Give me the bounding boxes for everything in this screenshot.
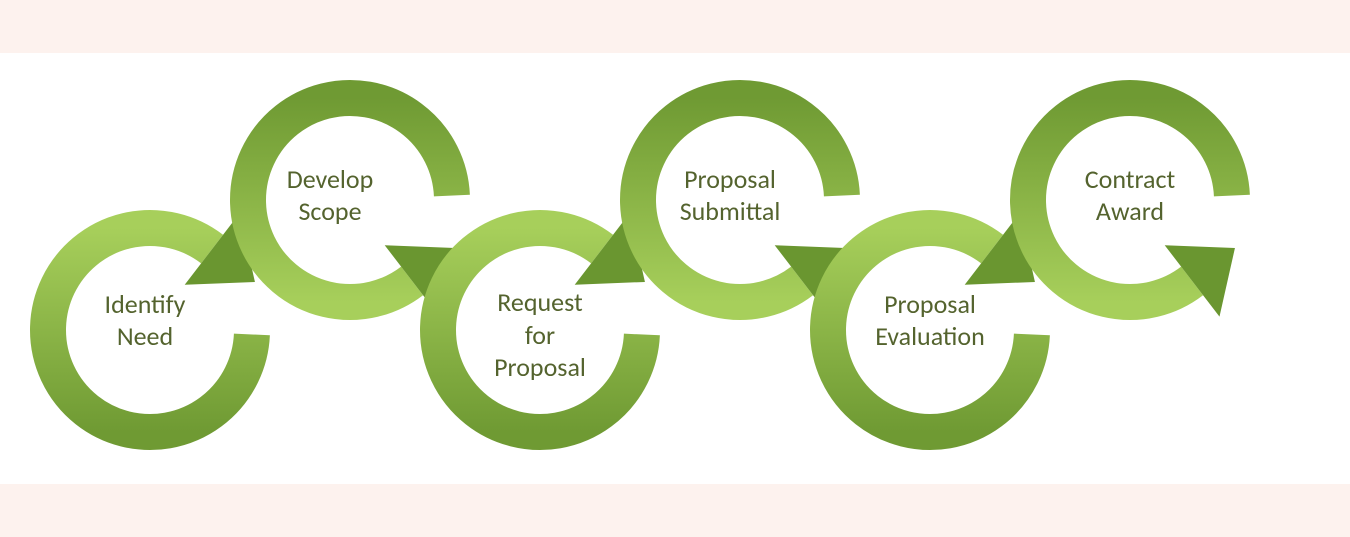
- label-proposal-evaluation: Proposal Evaluation: [820, 288, 1040, 353]
- label-identify-need: Identify Need: [65, 288, 225, 353]
- label-contract-award: Contract Award: [1030, 163, 1230, 228]
- label-request-for-proposal: Request for Proposal: [450, 286, 630, 384]
- process-flow-diagram: Identify NeedDevelop Scope Request for Pr…: [0, 0, 1350, 537]
- bottom-band: [0, 484, 1350, 537]
- label-develop-scope: Develop Scope: [240, 163, 420, 228]
- label-proposal-submittal: Proposal Submittal: [630, 163, 830, 228]
- top-band: [0, 0, 1350, 53]
